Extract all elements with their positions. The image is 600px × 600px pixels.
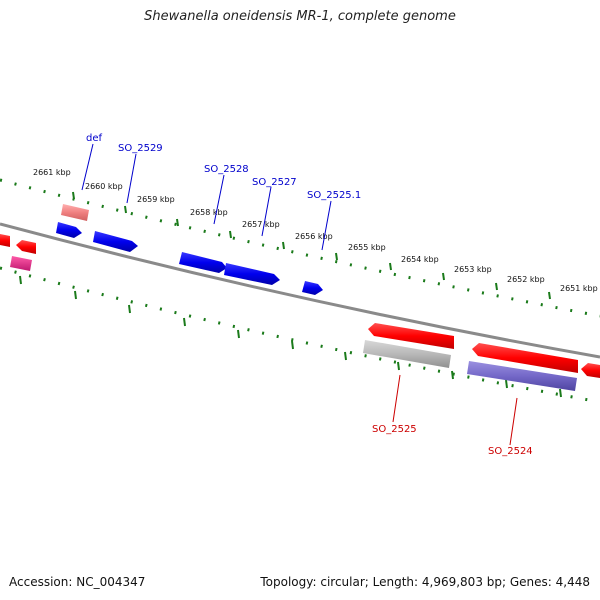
kbp-label: 2659 kbp — [137, 195, 175, 204]
major-tick — [128, 304, 131, 314]
genome-summary: Topology: circular; Length: 4,969,803 bp… — [260, 575, 590, 589]
label-leader — [321, 200, 332, 251]
gene-feature[interactable] — [61, 204, 89, 221]
major-tick — [495, 282, 498, 291]
major-tick — [74, 290, 77, 300]
major-tick — [344, 351, 347, 361]
outer-major-ticks — [72, 191, 551, 300]
backbone-line — [0, 222, 600, 359]
major-tick — [237, 329, 240, 339]
gene-feature[interactable] — [16, 240, 36, 254]
reverse-label-leaders — [392, 374, 518, 446]
gene-feature[interactable] — [581, 363, 600, 378]
gene-label: SO_2525 — [372, 424, 417, 435]
kbp-label: 2652 kbp — [507, 275, 545, 284]
gene-feature[interactable] — [363, 340, 451, 368]
major-tick — [19, 275, 22, 285]
major-tick — [124, 205, 127, 214]
kbp-label: 2657 kbp — [242, 220, 280, 229]
label-leader — [509, 397, 518, 446]
kbp-label: 2654 kbp — [401, 255, 439, 264]
gene-feature[interactable] — [224, 263, 280, 285]
major-tick — [183, 317, 186, 327]
gene-feature[interactable] — [56, 222, 82, 238]
major-tick — [442, 272, 445, 281]
kbp-label: 2655 kbp — [348, 243, 386, 252]
label-leader — [213, 174, 225, 225]
gene-feature[interactable] — [0, 234, 10, 247]
gene-label: SO_2527 — [252, 177, 297, 188]
edge-features — [0, 204, 89, 271]
map-title: Shewanella oneidensis MR-1, complete gen… — [144, 9, 456, 24]
gene-label: def — [86, 133, 103, 144]
major-tick — [72, 191, 75, 200]
gene-label: SO_2524 — [488, 446, 533, 457]
major-tick — [451, 370, 454, 380]
forward-features — [56, 222, 323, 295]
gene-label: SO_2525.1 — [307, 190, 361, 201]
forward-label-leaders — [81, 143, 332, 251]
kbp-label: 2658 kbp — [190, 208, 228, 217]
gene-feature[interactable] — [368, 323, 454, 349]
gene-label: SO_2529 — [118, 143, 163, 154]
major-tick — [548, 291, 551, 300]
major-tick — [559, 388, 562, 398]
gene-feature[interactable] — [472, 343, 578, 373]
major-tick — [389, 262, 392, 271]
major-tick — [397, 361, 400, 371]
inner-ruler — [0, 266, 600, 404]
label-leader — [261, 186, 272, 237]
gene-feature[interactable] — [179, 252, 227, 273]
reverse-features — [363, 323, 600, 391]
kbp-label: 2653 kbp — [454, 265, 492, 274]
gene-feature[interactable] — [10, 256, 32, 271]
major-tick — [229, 230, 232, 239]
kbp-label: 2661 kbp — [33, 168, 71, 177]
major-tick — [505, 379, 508, 389]
label-leader — [392, 374, 401, 423]
gene-label: SO_2528 — [204, 164, 249, 175]
kbp-label: 2656 kbp — [295, 232, 333, 241]
label-leader — [126, 153, 137, 204]
kbp-label: 2651 kbp — [560, 284, 598, 293]
accession-label: Accession: NC_004347 — [9, 575, 146, 589]
kbp-label: 2660 kbp — [85, 182, 123, 191]
label-leader — [81, 143, 94, 191]
gene-feature[interactable] — [467, 361, 577, 391]
major-tick — [291, 340, 294, 350]
major-tick — [282, 241, 285, 250]
gene-feature[interactable] — [93, 231, 138, 252]
gene-feature[interactable] — [302, 281, 323, 295]
inner-major-ticks — [19, 275, 562, 398]
major-tick — [176, 218, 179, 227]
major-tick — [335, 252, 338, 261]
